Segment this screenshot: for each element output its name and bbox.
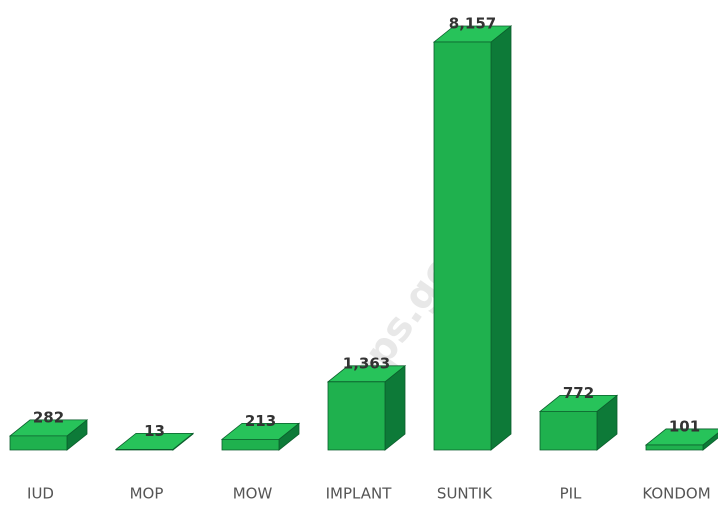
x-tick-label: IUD bbox=[27, 485, 54, 503]
bar bbox=[326, 364, 407, 451]
bar bbox=[432, 25, 513, 451]
x-tick-label: SUNTIK bbox=[437, 485, 493, 503]
bar-front bbox=[539, 410, 598, 451]
value-label: 213 bbox=[245, 412, 276, 430]
value-label: 101 bbox=[669, 417, 700, 435]
bar-side bbox=[490, 25, 512, 451]
bar bbox=[114, 432, 195, 451]
bar-front bbox=[115, 448, 174, 451]
x-tick-label: MOW bbox=[233, 485, 273, 503]
bar bbox=[8, 419, 89, 451]
x-tick-label: IMPLANT bbox=[326, 485, 393, 503]
value-label: 13 bbox=[144, 422, 165, 440]
bar-front bbox=[645, 444, 704, 451]
bar bbox=[538, 394, 619, 451]
value-label: 1,363 bbox=[343, 354, 390, 372]
x-tick-label: KONDOM bbox=[642, 485, 710, 503]
bar-front bbox=[221, 438, 280, 451]
bar-front bbox=[327, 381, 386, 451]
bar bbox=[220, 422, 301, 451]
value-label: 772 bbox=[563, 384, 594, 402]
bar bbox=[644, 428, 718, 451]
bar-front bbox=[9, 435, 68, 451]
x-tick-label: MOP bbox=[130, 485, 164, 503]
value-label: 282 bbox=[33, 408, 64, 426]
value-label: 8,157 bbox=[449, 15, 496, 33]
x-tick-label: PIL bbox=[560, 485, 582, 503]
bar-front bbox=[433, 41, 492, 451]
